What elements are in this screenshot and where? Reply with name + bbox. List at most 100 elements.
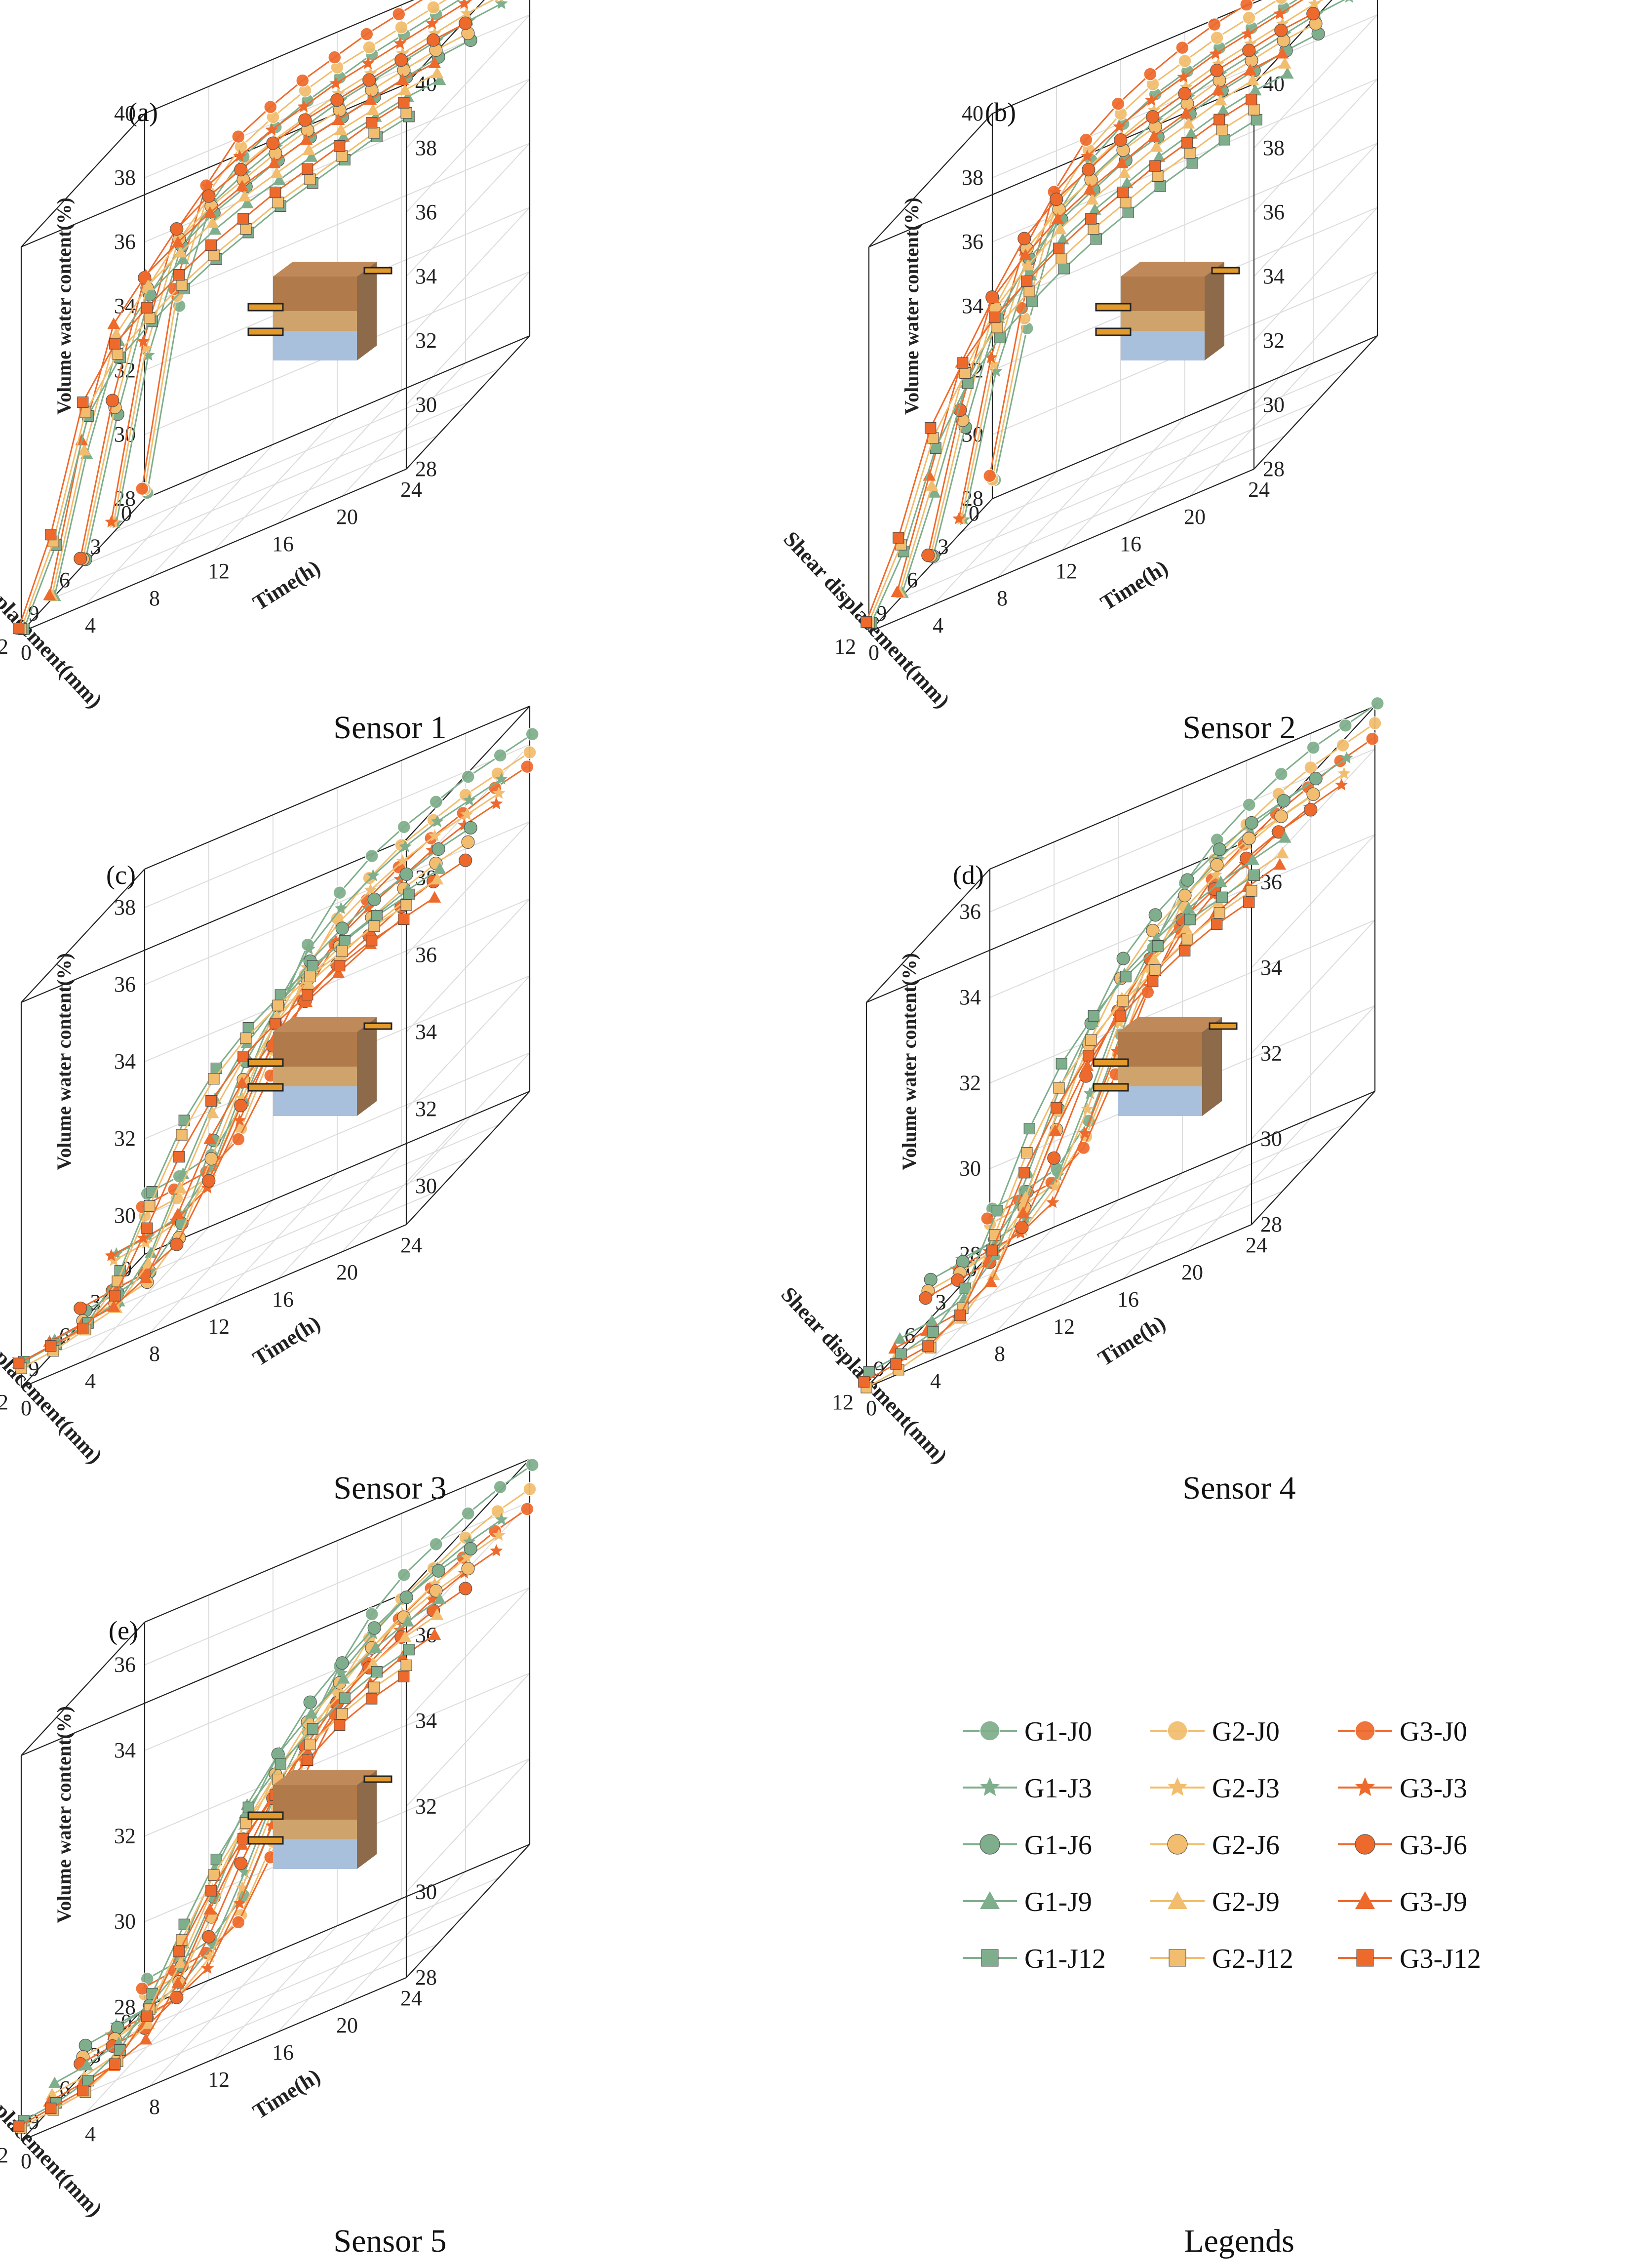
point-G1-J12-d [1056, 1058, 1067, 1070]
point-G2-J9-a [430, 67, 444, 79]
point-G3-J12-c [77, 1322, 89, 1334]
shear-floorline-d [928, 1157, 1314, 1321]
inset-top-face-a [273, 262, 377, 277]
point-G3-J12-e [173, 1946, 185, 1957]
point-G1-J3-c [463, 794, 476, 806]
point-G2-J9-b [1150, 140, 1163, 152]
frame-edge-d [989, 1090, 1375, 1255]
point-G3-J12-e [45, 2103, 57, 2114]
inset-probe-lower-b [1095, 327, 1132, 336]
time-tick-c: 16 [272, 1287, 294, 1312]
shear-tick-b: 6 [907, 568, 918, 592]
z-axis-title-c: Volume water content(%) [53, 953, 75, 1170]
point-G1-J9-a [337, 130, 350, 142]
point-G3-J9-d [1273, 858, 1287, 870]
point-G2-J0-b [1275, 0, 1288, 5]
point-G3-J0-a [360, 27, 374, 41]
point-G2-J9-e [398, 1631, 412, 1642]
z-tick-left-c: 32 [114, 1126, 136, 1151]
point-G2-J3-b [1308, 0, 1321, 9]
point-G2-J3-c [396, 854, 409, 867]
shear-floorline-a [52, 435, 437, 599]
point-G1-J6-d [1116, 952, 1130, 965]
z-tick-left-a: 38 [114, 165, 136, 190]
inset-probe-lower-e [247, 1836, 284, 1845]
inset-upper-layer-a [273, 277, 357, 311]
point-G1-J6-d [1148, 908, 1162, 922]
point-G2-J12-c [304, 970, 316, 983]
point-G3-J12-a [366, 117, 378, 129]
frame-edge-b [992, 335, 1378, 500]
z-tick-right-c: 36 [415, 943, 437, 967]
series-G3-J12-e [13, 1671, 410, 2132]
legend-label-G3-J3: G3-J3 [1400, 1773, 1467, 1804]
point-G3-J6-b [1017, 232, 1031, 245]
time-tick-e: 4 [85, 2122, 96, 2146]
point-G1-J9-a [176, 252, 190, 265]
point-G2-J9-d [1276, 846, 1289, 859]
point-G2-J12-b [1023, 285, 1035, 297]
point-G3-J9-b [1115, 157, 1129, 168]
inset-upper-layer-b [1121, 277, 1205, 311]
point-G3-J9-c [107, 1300, 120, 1312]
time-tick-d: 12 [1053, 1314, 1075, 1339]
point-G2-J9-b [1214, 94, 1227, 106]
point-G2-J12-a [304, 173, 316, 185]
point-G3-J12-d [1211, 918, 1223, 930]
point-G3-J12-d [1115, 1010, 1127, 1022]
shear-tick-a: 9 [29, 601, 39, 626]
legend-item-G3-J3: G3-J3 [1338, 1773, 1467, 1804]
point-G2-J9-a [174, 246, 187, 258]
frame-edge-d [1251, 1091, 1375, 1225]
point-G1-J0-d [1306, 741, 1320, 755]
point-G3-J12-c [302, 989, 313, 1000]
time-tick-a: 16 [272, 532, 294, 556]
point-G3-J9-c [428, 891, 441, 903]
point-G3-J3-b [1241, 27, 1254, 40]
point-G1-J6-d [1180, 873, 1194, 887]
point-G1-J12-d [1120, 971, 1132, 983]
legend-label-G2-J6: G2-J6 [1212, 1830, 1280, 1861]
legend-item-G2-J3: G2-J3 [1150, 1773, 1280, 1804]
point-G2-J0-d [1368, 716, 1382, 730]
point-G3-J12-a [13, 623, 25, 635]
point-G3-J6-a [427, 33, 440, 47]
point-G1-J9-e [80, 2059, 93, 2070]
point-G2-J9-c [174, 1182, 187, 1194]
point-G2-J9-d [1179, 921, 1193, 934]
point-G1-J3-b [989, 364, 1003, 377]
point-G2-J0-a [362, 40, 376, 54]
point-G3-J6-b [1082, 163, 1095, 177]
point-G1-J6-e [464, 1542, 477, 1555]
shear-tick-b: 3 [938, 535, 949, 559]
z-tick-right-b: 34 [1263, 264, 1285, 288]
z-tick-left-b: 38 [962, 165, 983, 190]
point-G1-J9-a [305, 150, 318, 162]
point-G3-J12-c [334, 960, 346, 972]
point-G2-J12-b [1184, 147, 1196, 159]
inset-top-face-e [273, 1770, 377, 1785]
shear-tick-a: 0 [121, 501, 132, 525]
point-G1-J9-e [305, 1707, 318, 1719]
point-G1-J6-c [464, 821, 477, 835]
z-tick-right-d: 34 [1260, 955, 1282, 980]
point-G3-J9-a [364, 93, 377, 105]
point-G2-J9-e [174, 1956, 187, 1968]
point-G3-J3-d [1046, 1195, 1059, 1208]
point-G1-J9-a [208, 223, 222, 235]
time-tick-c: 0 [21, 1396, 32, 1420]
point-G3-J12-c [109, 1290, 121, 1302]
point-G3-J12-d [922, 1340, 934, 1352]
point-G2-J3-c [492, 787, 506, 799]
inset-probe-top-a [363, 267, 392, 275]
point-G3-J6-b [1210, 64, 1224, 78]
z-tick-left-e: 30 [114, 1910, 136, 1934]
point-G1-J3-e [495, 1512, 508, 1525]
time-tick-a: 0 [21, 640, 32, 665]
inset-lower-layer-d [1118, 1086, 1202, 1116]
point-G1-J12-b [1186, 157, 1198, 169]
point-G2-J12-c [272, 999, 284, 1011]
point-G1-J0-e [429, 1537, 443, 1551]
z-tick-left-a: 36 [114, 230, 136, 254]
inset-middle-layer-d [1118, 1067, 1202, 1086]
